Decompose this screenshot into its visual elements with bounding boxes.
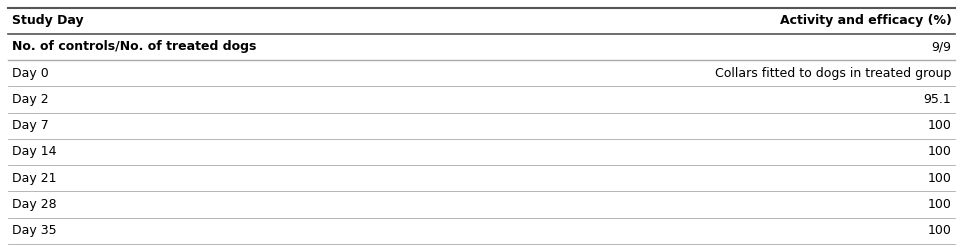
Text: Activity and efficacy (%): Activity and efficacy (%) — [780, 14, 951, 27]
Text: Day 28: Day 28 — [12, 198, 56, 211]
Text: 100: 100 — [927, 224, 951, 237]
Text: 100: 100 — [927, 198, 951, 211]
Text: 100: 100 — [927, 146, 951, 158]
Text: Day 7: Day 7 — [12, 119, 48, 132]
Text: 100: 100 — [927, 172, 951, 184]
Text: Study Day: Study Day — [12, 14, 83, 27]
Text: Collars fitted to dogs in treated group: Collars fitted to dogs in treated group — [716, 66, 951, 80]
Text: Day 0: Day 0 — [12, 66, 48, 80]
Text: Day 2: Day 2 — [12, 93, 48, 106]
Text: Day 21: Day 21 — [12, 172, 56, 184]
Text: Day 14: Day 14 — [12, 146, 56, 158]
Text: 100: 100 — [927, 119, 951, 132]
Text: Day 35: Day 35 — [12, 224, 56, 237]
Text: 9/9: 9/9 — [931, 40, 951, 54]
Text: 95.1: 95.1 — [924, 93, 951, 106]
Text: No. of controls/No. of treated dogs: No. of controls/No. of treated dogs — [12, 40, 256, 54]
